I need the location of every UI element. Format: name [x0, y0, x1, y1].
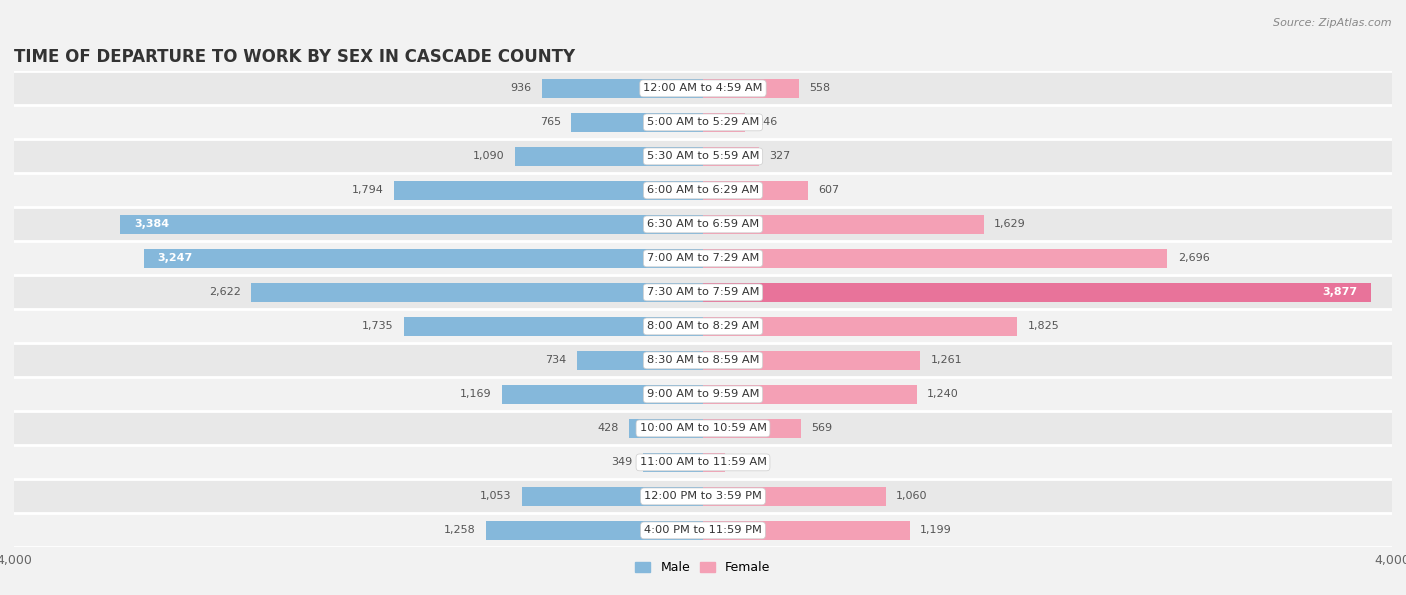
- Text: 7:00 AM to 7:29 AM: 7:00 AM to 7:29 AM: [647, 253, 759, 264]
- Text: 246: 246: [755, 117, 778, 127]
- Bar: [703, 215, 984, 234]
- Text: 765: 765: [540, 117, 561, 127]
- Text: 9:00 AM to 9:59 AM: 9:00 AM to 9:59 AM: [647, 389, 759, 399]
- FancyBboxPatch shape: [14, 411, 1392, 446]
- Legend: Male, Female: Male, Female: [630, 556, 776, 579]
- Bar: [571, 113, 703, 131]
- Bar: [643, 453, 703, 472]
- Text: 2,622: 2,622: [209, 287, 240, 298]
- Text: 6:00 AM to 6:29 AM: 6:00 AM to 6:29 AM: [647, 186, 759, 195]
- FancyBboxPatch shape: [14, 343, 1392, 377]
- Text: TIME OF DEPARTURE TO WORK BY SEX IN CASCADE COUNTY: TIME OF DEPARTURE TO WORK BY SEX IN CASC…: [14, 48, 575, 66]
- Text: 1,794: 1,794: [352, 186, 384, 195]
- Bar: [576, 351, 703, 369]
- Bar: [703, 181, 807, 200]
- Text: 5:00 AM to 5:29 AM: 5:00 AM to 5:29 AM: [647, 117, 759, 127]
- Bar: [522, 487, 703, 506]
- Bar: [252, 283, 703, 302]
- Text: 6:30 AM to 6:59 AM: 6:30 AM to 6:59 AM: [647, 220, 759, 230]
- Text: 3,877: 3,877: [1322, 287, 1357, 298]
- Text: 349: 349: [612, 458, 633, 468]
- Text: 1,199: 1,199: [920, 525, 952, 536]
- FancyBboxPatch shape: [14, 275, 1392, 309]
- Text: 125: 125: [735, 458, 756, 468]
- Text: 1,053: 1,053: [479, 491, 512, 502]
- Text: 12:00 PM to 3:59 PM: 12:00 PM to 3:59 PM: [644, 491, 762, 502]
- Bar: [502, 385, 703, 404]
- Bar: [486, 521, 703, 540]
- FancyBboxPatch shape: [14, 480, 1392, 513]
- Bar: [703, 249, 1167, 268]
- FancyBboxPatch shape: [14, 139, 1392, 173]
- Bar: [515, 147, 703, 166]
- Bar: [394, 181, 703, 200]
- Bar: [630, 419, 703, 438]
- FancyBboxPatch shape: [14, 242, 1392, 275]
- Bar: [143, 249, 703, 268]
- Text: 1,258: 1,258: [444, 525, 477, 536]
- Text: 1,825: 1,825: [1028, 321, 1059, 331]
- Text: 1,240: 1,240: [927, 389, 959, 399]
- Text: 8:00 AM to 8:29 AM: 8:00 AM to 8:29 AM: [647, 321, 759, 331]
- Text: 936: 936: [510, 83, 531, 93]
- Text: 327: 327: [769, 151, 792, 161]
- Bar: [404, 317, 703, 336]
- FancyBboxPatch shape: [14, 309, 1392, 343]
- Text: 4:00 PM to 11:59 PM: 4:00 PM to 11:59 PM: [644, 525, 762, 536]
- Text: 10:00 AM to 10:59 AM: 10:00 AM to 10:59 AM: [640, 424, 766, 433]
- Text: 8:30 AM to 8:59 AM: 8:30 AM to 8:59 AM: [647, 355, 759, 365]
- Bar: [703, 487, 886, 506]
- FancyBboxPatch shape: [14, 513, 1392, 547]
- Text: 1,629: 1,629: [994, 220, 1025, 230]
- FancyBboxPatch shape: [14, 446, 1392, 480]
- Text: 569: 569: [811, 424, 832, 433]
- Text: 1,169: 1,169: [460, 389, 491, 399]
- Text: 12:00 AM to 4:59 AM: 12:00 AM to 4:59 AM: [644, 83, 762, 93]
- Text: 1,735: 1,735: [363, 321, 394, 331]
- FancyBboxPatch shape: [14, 208, 1392, 242]
- Text: 3,384: 3,384: [134, 220, 169, 230]
- FancyBboxPatch shape: [14, 71, 1392, 105]
- Bar: [703, 283, 1371, 302]
- Text: 11:00 AM to 11:59 AM: 11:00 AM to 11:59 AM: [640, 458, 766, 468]
- Bar: [703, 351, 920, 369]
- Text: 1,060: 1,060: [896, 491, 928, 502]
- FancyBboxPatch shape: [14, 173, 1392, 208]
- Bar: [703, 453, 724, 472]
- FancyBboxPatch shape: [14, 377, 1392, 411]
- Bar: [703, 147, 759, 166]
- Bar: [703, 521, 910, 540]
- Bar: [703, 79, 799, 98]
- Bar: [541, 79, 703, 98]
- Bar: [703, 385, 917, 404]
- Text: 5:30 AM to 5:59 AM: 5:30 AM to 5:59 AM: [647, 151, 759, 161]
- Bar: [703, 419, 801, 438]
- Text: 1,261: 1,261: [931, 355, 962, 365]
- Text: 2,696: 2,696: [1178, 253, 1209, 264]
- Bar: [120, 215, 703, 234]
- Text: Source: ZipAtlas.com: Source: ZipAtlas.com: [1274, 18, 1392, 28]
- Text: 3,247: 3,247: [157, 253, 193, 264]
- Text: 1,090: 1,090: [474, 151, 505, 161]
- Text: 558: 558: [810, 83, 831, 93]
- Text: 7:30 AM to 7:59 AM: 7:30 AM to 7:59 AM: [647, 287, 759, 298]
- Bar: [703, 317, 1018, 336]
- Text: 607: 607: [818, 186, 839, 195]
- FancyBboxPatch shape: [14, 105, 1392, 139]
- Text: 428: 428: [598, 424, 619, 433]
- Bar: [703, 113, 745, 131]
- Text: 734: 734: [546, 355, 567, 365]
